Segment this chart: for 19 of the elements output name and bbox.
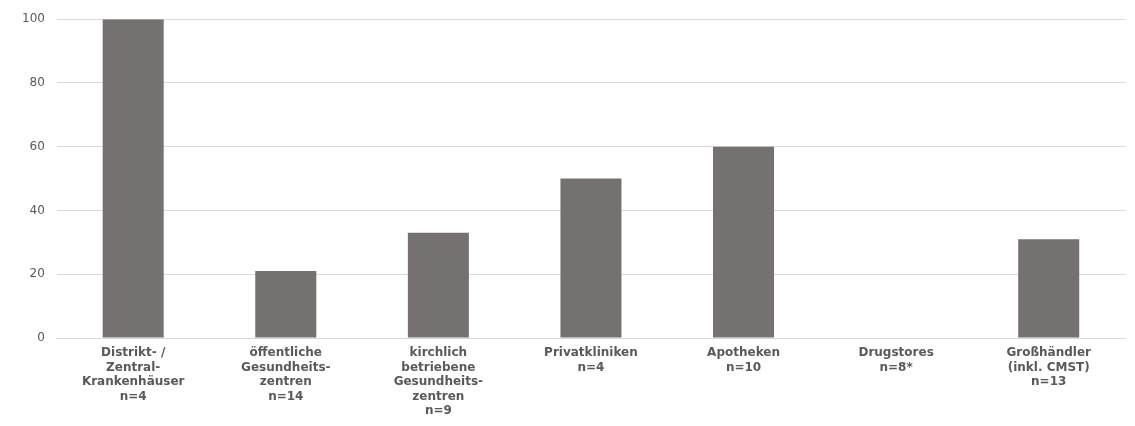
y-tick-label: 80 xyxy=(29,75,45,90)
bar xyxy=(560,178,622,338)
bar xyxy=(713,146,775,338)
x-tick-label: Drugstores n=8* xyxy=(858,345,934,374)
bar xyxy=(102,19,164,338)
y-tick-label: 40 xyxy=(29,202,45,217)
x-tick-label: Großhändler (inkl. CMST) n=13 xyxy=(1006,345,1092,389)
x-tick-label: Distrikt- / Zentral- Krankenhäuser n=4 xyxy=(81,345,185,403)
y-tick-label: 100 xyxy=(22,11,45,26)
x-tick-label: öffentliche Gesundheits- zentren n=14 xyxy=(241,345,331,403)
bar xyxy=(1018,239,1080,338)
x-tick-label: Privatkliniken n=4 xyxy=(544,345,638,374)
x-tick-label: kirchlich betriebene Gesundheits- zentren n=9 xyxy=(393,345,484,417)
x-tick-label: Apotheken n=10 xyxy=(707,345,780,374)
bar xyxy=(255,271,317,338)
y-tick-label: 0 xyxy=(37,330,45,345)
y-tick-label: 60 xyxy=(29,138,45,153)
y-tick-label: 20 xyxy=(29,266,45,281)
bar xyxy=(407,232,469,338)
